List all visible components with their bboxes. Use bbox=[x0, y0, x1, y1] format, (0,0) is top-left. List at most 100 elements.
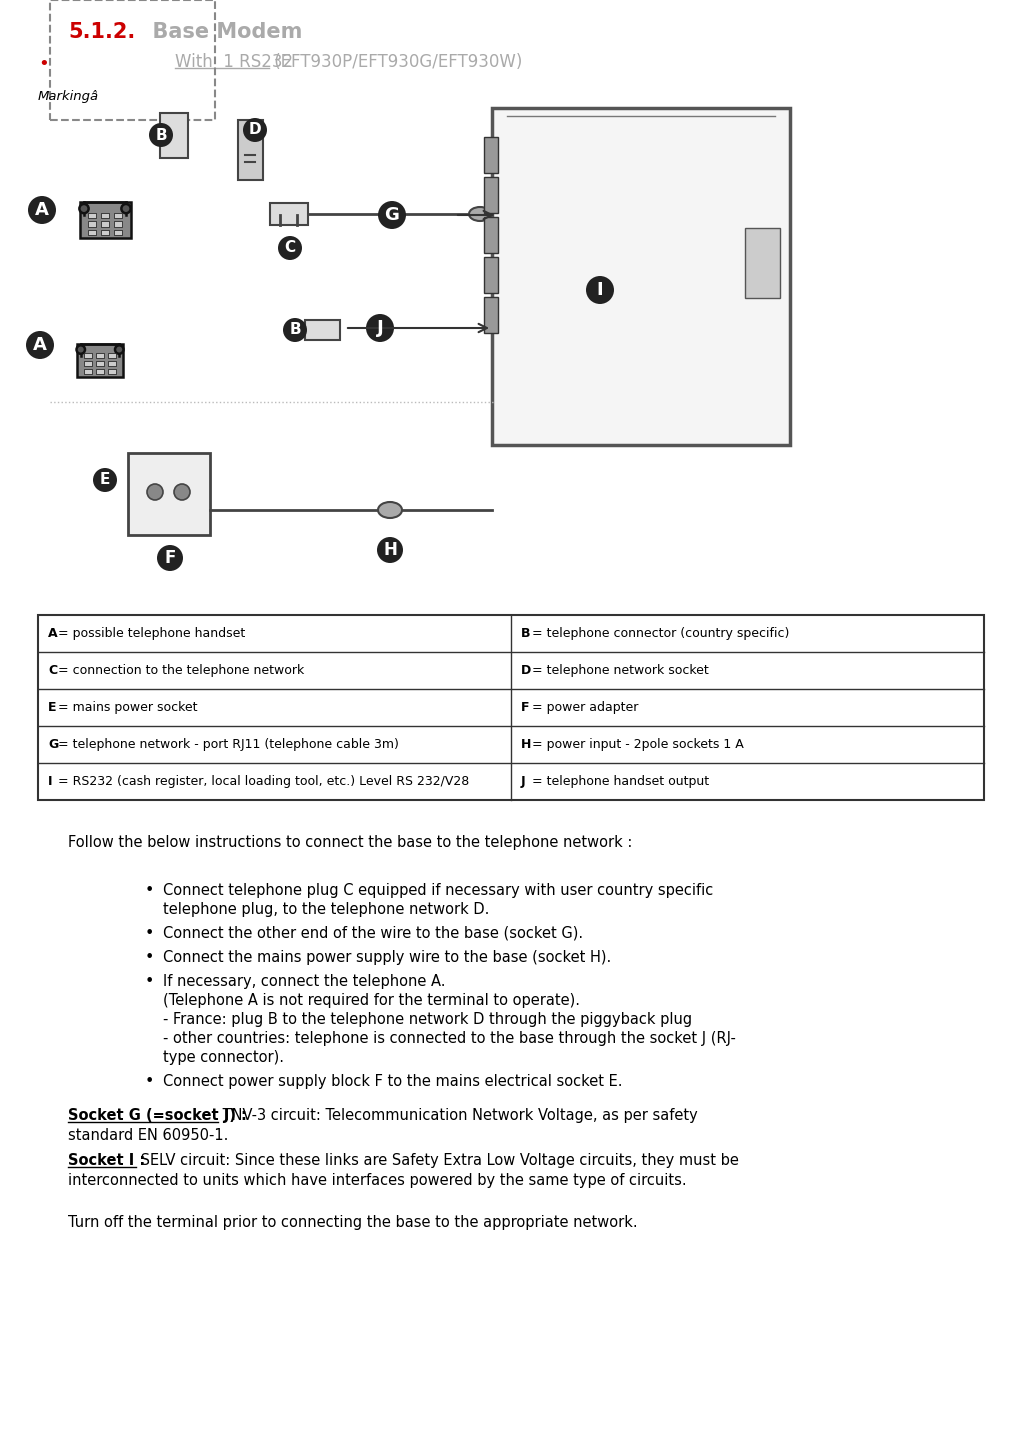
Text: Base Modem: Base Modem bbox=[138, 22, 303, 42]
Circle shape bbox=[174, 484, 190, 500]
Text: Connect the mains power supply wire to the base (socket H).: Connect the mains power supply wire to t… bbox=[162, 950, 611, 965]
Bar bbox=[745, 228, 780, 297]
Text: D: D bbox=[248, 123, 262, 137]
Text: = mains power socket: = mains power socket bbox=[54, 700, 198, 713]
Text: = connection to the telephone network: = connection to the telephone network bbox=[54, 664, 305, 677]
Text: - other countries: telephone is connected to the base through the socket J (RJ-: - other countries: telephone is connecte… bbox=[162, 1031, 736, 1045]
Text: With  1 RS232: With 1 RS232 bbox=[175, 53, 293, 71]
Bar bbox=[114, 221, 123, 227]
Text: I: I bbox=[597, 282, 603, 299]
Bar bbox=[160, 113, 188, 157]
Bar bbox=[492, 108, 790, 445]
Text: •: • bbox=[145, 1074, 154, 1089]
Bar bbox=[270, 204, 308, 225]
Text: = telephone connector (country specific): = telephone connector (country specific) bbox=[527, 627, 789, 640]
Bar bbox=[484, 137, 498, 173]
Bar bbox=[88, 212, 96, 218]
Text: •: • bbox=[145, 882, 154, 898]
Bar bbox=[114, 212, 123, 218]
Text: F: F bbox=[521, 700, 529, 713]
Text: TNV-3 circuit: Telecommunication Network Voltage, as per safety: TNV-3 circuit: Telecommunication Network… bbox=[218, 1108, 697, 1123]
Bar bbox=[114, 230, 123, 235]
Circle shape bbox=[366, 313, 394, 342]
Text: A: A bbox=[35, 201, 49, 219]
Text: G: G bbox=[384, 206, 400, 224]
Text: H: H bbox=[521, 738, 531, 751]
Circle shape bbox=[147, 484, 162, 500]
Ellipse shape bbox=[378, 503, 402, 518]
Bar bbox=[84, 354, 92, 358]
Text: B: B bbox=[155, 127, 167, 143]
Text: B: B bbox=[289, 322, 300, 338]
Bar bbox=[108, 368, 115, 374]
Text: J: J bbox=[377, 319, 383, 336]
Text: = telephone handset output: = telephone handset output bbox=[527, 775, 708, 788]
Bar bbox=[101, 230, 109, 235]
Bar bbox=[108, 361, 115, 365]
Bar bbox=[88, 230, 96, 235]
Ellipse shape bbox=[469, 206, 491, 221]
Text: = RS232 (cash register, local loading tool, etc.) Level RS 232/V28: = RS232 (cash register, local loading to… bbox=[54, 775, 470, 788]
Bar bbox=[80, 202, 131, 238]
Text: SELV circuit: Since these links are Safety Extra Low Voltage circuits, they must: SELV circuit: Since these links are Safe… bbox=[136, 1152, 739, 1168]
Text: = telephone network - port RJ11 (telephone cable 3m): = telephone network - port RJ11 (telepho… bbox=[54, 738, 400, 751]
Text: B: B bbox=[521, 627, 530, 640]
Bar bbox=[38, 615, 984, 800]
Text: Connect telephone plug C equipped if necessary with user country specific: Connect telephone plug C equipped if nec… bbox=[162, 882, 713, 898]
Text: C: C bbox=[48, 664, 57, 677]
Circle shape bbox=[115, 345, 124, 354]
Text: •: • bbox=[38, 55, 49, 74]
Bar bbox=[50, 0, 215, 120]
Text: E: E bbox=[48, 700, 56, 713]
Circle shape bbox=[157, 544, 183, 570]
Text: I: I bbox=[48, 775, 52, 788]
Circle shape bbox=[243, 118, 267, 142]
Text: (Telephone A is not required for the terminal to operate).: (Telephone A is not required for the ter… bbox=[162, 993, 580, 1008]
Text: C: C bbox=[284, 241, 295, 256]
Circle shape bbox=[149, 123, 173, 147]
Circle shape bbox=[377, 537, 403, 563]
Text: = power input - 2pole sockets 1 A: = power input - 2pole sockets 1 A bbox=[527, 738, 743, 751]
Bar bbox=[101, 221, 109, 227]
Text: type connector).: type connector). bbox=[162, 1050, 284, 1066]
Bar bbox=[88, 221, 96, 227]
Text: interconnected to units which have interfaces powered by the same type of circui: interconnected to units which have inter… bbox=[68, 1173, 687, 1188]
Bar bbox=[108, 354, 115, 358]
Text: 5.1.2.: 5.1.2. bbox=[68, 22, 135, 42]
Text: Follow the below instructions to connect the base to the telephone network :: Follow the below instructions to connect… bbox=[68, 835, 633, 851]
Circle shape bbox=[80, 204, 89, 214]
Text: = power adapter: = power adapter bbox=[527, 700, 638, 713]
Bar bbox=[84, 368, 92, 374]
Text: standard EN 60950-1.: standard EN 60950-1. bbox=[68, 1128, 228, 1144]
Text: Socket G (=socket J) :: Socket G (=socket J) : bbox=[68, 1108, 247, 1123]
Text: J: J bbox=[521, 775, 525, 788]
Bar bbox=[96, 354, 104, 358]
Bar bbox=[96, 361, 104, 365]
Text: D: D bbox=[521, 664, 531, 677]
Text: F: F bbox=[165, 549, 176, 567]
Bar bbox=[96, 368, 104, 374]
Text: (EFT930P/EFT930G/EFT930W): (EFT930P/EFT930G/EFT930W) bbox=[269, 53, 522, 71]
Text: •: • bbox=[145, 975, 154, 989]
Text: G: G bbox=[48, 738, 58, 751]
Text: = possible telephone handset: = possible telephone handset bbox=[54, 627, 245, 640]
Text: E: E bbox=[100, 472, 110, 488]
Bar bbox=[305, 321, 340, 339]
Bar bbox=[77, 344, 124, 377]
Bar bbox=[484, 217, 498, 253]
Text: A: A bbox=[48, 627, 57, 640]
Bar bbox=[484, 297, 498, 334]
Text: Connect the other end of the wire to the base (socket G).: Connect the other end of the wire to the… bbox=[162, 926, 584, 941]
Circle shape bbox=[26, 331, 54, 360]
Bar bbox=[484, 257, 498, 293]
Bar bbox=[128, 453, 210, 534]
Circle shape bbox=[28, 196, 56, 224]
Text: H: H bbox=[383, 542, 397, 559]
Circle shape bbox=[378, 201, 406, 230]
Text: •: • bbox=[145, 950, 154, 965]
Circle shape bbox=[278, 235, 301, 260]
Text: telephone plug, to the telephone network D.: telephone plug, to the telephone network… bbox=[162, 902, 490, 917]
Bar bbox=[101, 212, 109, 218]
Circle shape bbox=[586, 276, 614, 305]
Text: If necessary, connect the telephone A.: If necessary, connect the telephone A. bbox=[162, 975, 446, 989]
